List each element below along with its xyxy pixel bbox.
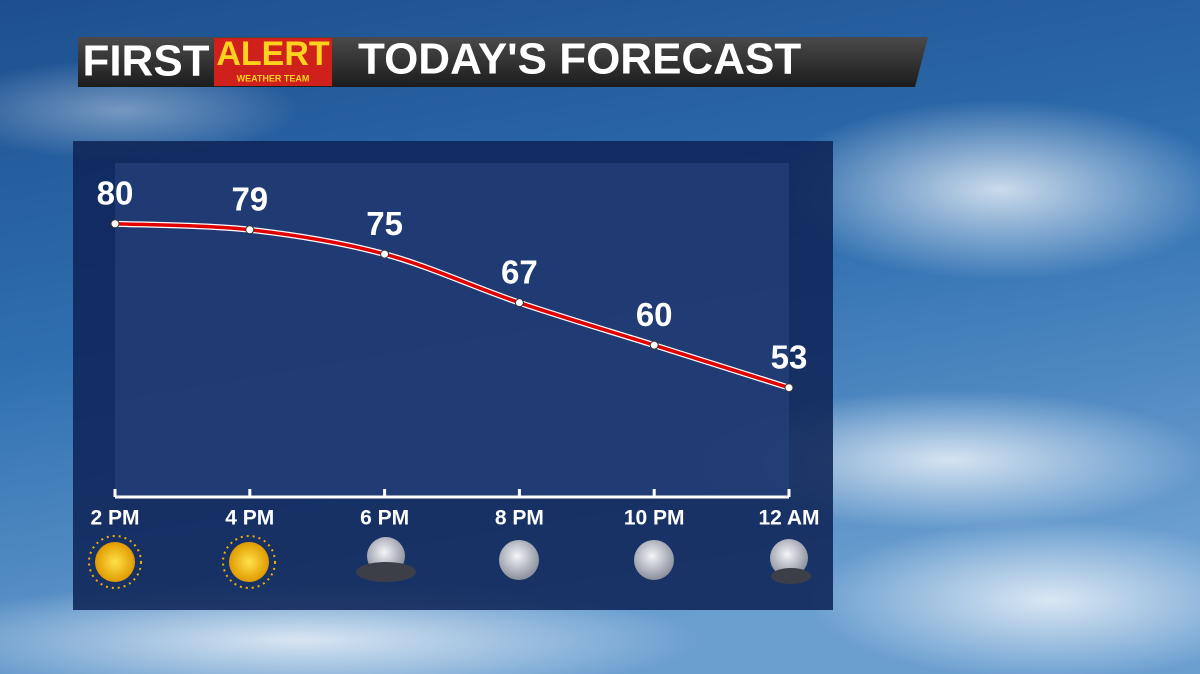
x-tick-label: 8 PM bbox=[495, 507, 544, 530]
weather-icons bbox=[88, 535, 811, 589]
logo-team: WEATHER TEAM bbox=[237, 73, 310, 83]
point bbox=[245, 225, 255, 235]
plot-area bbox=[115, 163, 789, 497]
point bbox=[380, 249, 390, 259]
logo-alert-box bbox=[214, 38, 332, 86]
x-tick-label: 2 PM bbox=[90, 507, 139, 530]
value-label: 79 bbox=[231, 181, 268, 218]
chart-title: TODAY'S FORECAST bbox=[358, 35, 801, 84]
value-label: 75 bbox=[366, 205, 403, 242]
x-tick-label: 6 PM bbox=[360, 507, 409, 530]
line bbox=[114, 221, 790, 390]
point bbox=[110, 219, 120, 229]
x-tick-label: 10 PM bbox=[624, 507, 685, 530]
value-label: 67 bbox=[501, 253, 538, 290]
value-label: 60 bbox=[636, 296, 673, 333]
x-tick-label: 4 PM bbox=[225, 507, 274, 530]
point bbox=[784, 383, 794, 393]
point bbox=[514, 298, 524, 308]
x-tick-label: 12 AM bbox=[758, 507, 819, 530]
logo-first: FIRST bbox=[82, 37, 209, 86]
value-label: 80 bbox=[97, 174, 134, 211]
value-label: 53 bbox=[771, 338, 808, 375]
point bbox=[649, 340, 659, 350]
logo-alert: ALERT bbox=[216, 35, 330, 73]
